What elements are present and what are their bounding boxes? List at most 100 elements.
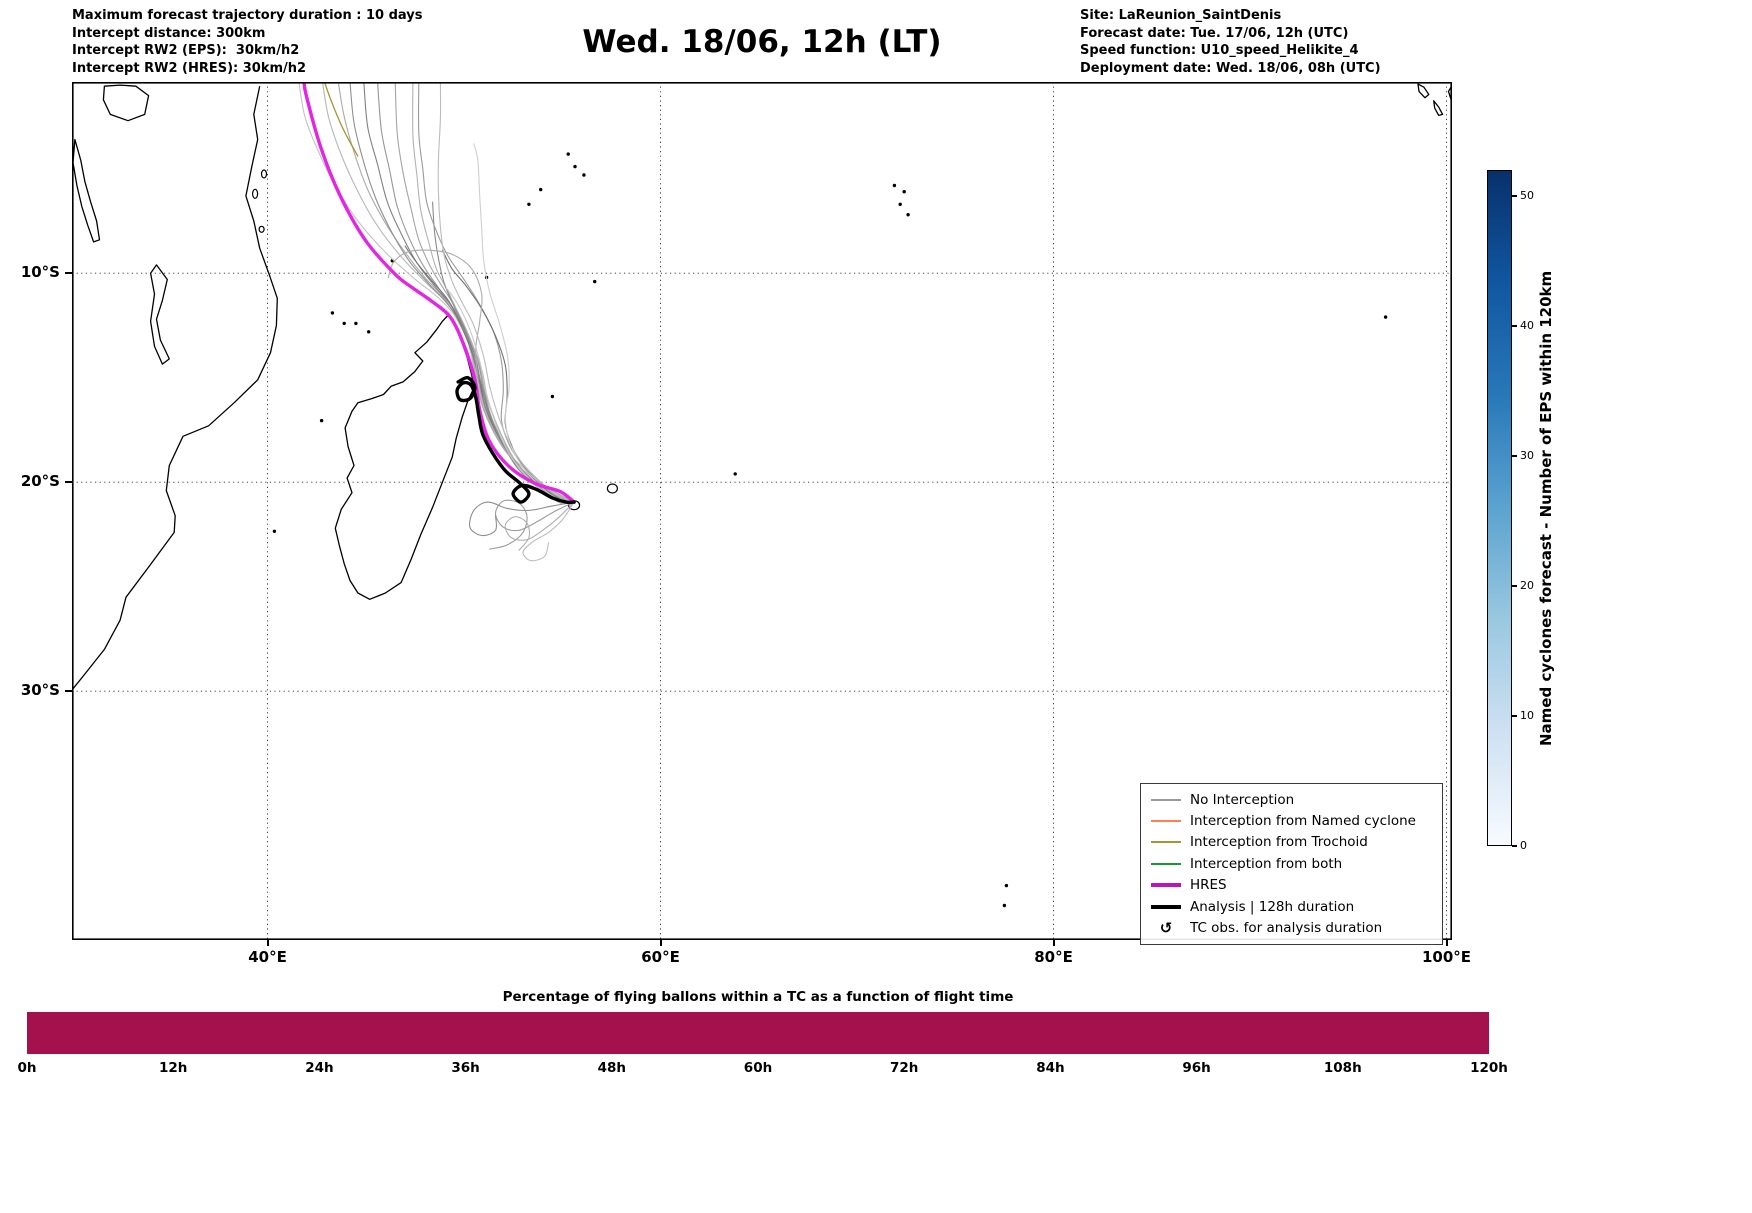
trajectory-hres [302, 82, 576, 504]
island-dot [550, 394, 555, 399]
bottom-tick-label: 12h [158, 1060, 188, 1076]
trajectory-eps [404, 245, 575, 503]
bottom-chart-title: Percentage of flying ballons within a TC… [502, 989, 1014, 1005]
island-dot [566, 152, 570, 156]
island-dot [539, 187, 543, 192]
island-dot [342, 321, 346, 326]
island-dot [1383, 315, 1388, 319]
island-dot [898, 202, 902, 206]
legend-line-sample [1151, 883, 1181, 888]
trajectory-eps [504, 501, 575, 551]
legend-item-label: TC obs. for analysis duration [1190, 920, 1383, 937]
colorbar-tick-label: 50 [1520, 189, 1534, 202]
legend-item-label: HRES [1190, 877, 1227, 894]
bottom-chart-bar [27, 1012, 1489, 1054]
x-tick-label: 60°E [641, 948, 680, 966]
colorbar-tick-mark [1512, 845, 1517, 847]
trajectory-eps [377, 82, 575, 503]
header-line: Maximum forecast trajectory duration : 1… [72, 8, 423, 23]
legend-item: ↺ TC obs. for analysis duration [1141, 917, 1442, 938]
x-tick-label: 80°E [1034, 948, 1073, 966]
colorbar-tick-label: 40 [1520, 319, 1534, 332]
island-dot [367, 330, 371, 334]
bottom-tick-label: 72h [889, 1060, 919, 1076]
trajectory-eps [363, 82, 575, 503]
map-legend: No Interception Interception from Named c… [1140, 783, 1443, 945]
island-dot [330, 311, 335, 315]
bottom-tick-label: 84h [1036, 1060, 1065, 1076]
x-tick-mark [659, 940, 662, 946]
header-line: Site: LaReunion_SaintDenis [1080, 8, 1282, 23]
island-outline-mafia [258, 225, 265, 233]
colorbar-tick-label: 0 [1520, 839, 1527, 852]
legend-line-sample [1151, 820, 1181, 823]
trajectory-eps [437, 82, 575, 503]
trajectory-eps [489, 499, 575, 550]
coastline-lake-malawi [149, 264, 170, 365]
colorbar-tick-mark [1512, 325, 1517, 327]
bottom-tick-label: 48h [597, 1060, 626, 1076]
x-tick-label: 100°E [1421, 948, 1472, 966]
legend-item-label: Analysis | 128h duration [1190, 898, 1355, 915]
header-line: Intercept RW2 (EPS): 30km/h2 [72, 43, 300, 58]
colorbar-tick-mark [1512, 715, 1517, 717]
legend-item-label: Interception from both [1190, 855, 1343, 872]
header-line: Forecast date: Tue. 17/06, 12h (UTC) [1080, 25, 1349, 41]
colorbar-tick-mark [1512, 195, 1517, 197]
bottom-tick-label: 36h [451, 1060, 480, 1076]
colorbar-label: Named cyclones forecast - Number of EPS … [1537, 270, 1555, 746]
bottom-tick-label: 24h [305, 1060, 334, 1076]
colorbar-tick-label: 30 [1520, 449, 1534, 462]
island-outline-pemba [260, 169, 268, 179]
legend-line-sample [1151, 841, 1181, 844]
island-outline-mauritius [606, 483, 619, 494]
trajectory-eps [432, 201, 575, 503]
island-dot [527, 202, 531, 206]
colorbar-tick-label: 20 [1520, 579, 1534, 592]
header-left: Maximum forecast trajectory duration : 1… [72, 7, 423, 77]
header-line: Speed function: U10_speed_Helikite_4 [1080, 43, 1359, 58]
island-dot [593, 279, 597, 284]
island-dot [582, 173, 586, 177]
map-frame [72, 82, 1452, 940]
x-tick-mark [1052, 940, 1055, 946]
island-dot [733, 472, 737, 476]
trajectory-trochoid [323, 82, 359, 157]
legend-item-label: Interception from Trochoid [1190, 834, 1368, 851]
colorbar-tick-label: 10 [1520, 709, 1534, 722]
trajectory-eps [522, 501, 575, 562]
y-tick-mark [65, 272, 72, 275]
map-canvas [72, 82, 1452, 940]
y-tick-label: 10°S [20, 263, 60, 282]
x-tick-label: 40°E [248, 948, 287, 966]
legend-line [1151, 883, 1181, 888]
island-dot [1004, 883, 1009, 888]
island-dot [902, 190, 906, 194]
x-tick-mark [266, 940, 269, 946]
island-dot [573, 164, 577, 169]
trajectory-analysis [455, 375, 576, 505]
island-dot [319, 418, 324, 423]
coastline-mentawai-island-2 [1433, 100, 1444, 117]
legend-item: Interception from Trochoid [1141, 832, 1442, 853]
legend-item: Interception from Named cyclone [1141, 810, 1442, 831]
header-line: Deployment date: Wed. 18/06, 08h (UTC) [1080, 60, 1381, 76]
tc-obs-symbol: ↺ [1151, 918, 1181, 937]
island-dot [1002, 903, 1007, 908]
legend-item-label: Interception from Named cyclone [1190, 813, 1416, 830]
bottom-tick-label: 96h [1182, 1060, 1211, 1076]
legend-line [1151, 862, 1181, 865]
figure-title: Wed. 18/06, 12h (LT) [582, 24, 942, 60]
y-tick-mark [65, 481, 72, 484]
y-tick-label: 20°S [20, 472, 60, 491]
bottom-tick-label: 60h [743, 1060, 773, 1076]
island-dot [272, 529, 277, 533]
y-tick-mark [65, 690, 72, 693]
x-tick-mark [1445, 940, 1448, 946]
legend-line [1151, 904, 1181, 909]
island-dot [354, 321, 358, 326]
legend-line-sample [1151, 904, 1181, 909]
legend-line [1151, 820, 1181, 823]
rotate-ccw-icon: ↺ [1159, 918, 1173, 937]
